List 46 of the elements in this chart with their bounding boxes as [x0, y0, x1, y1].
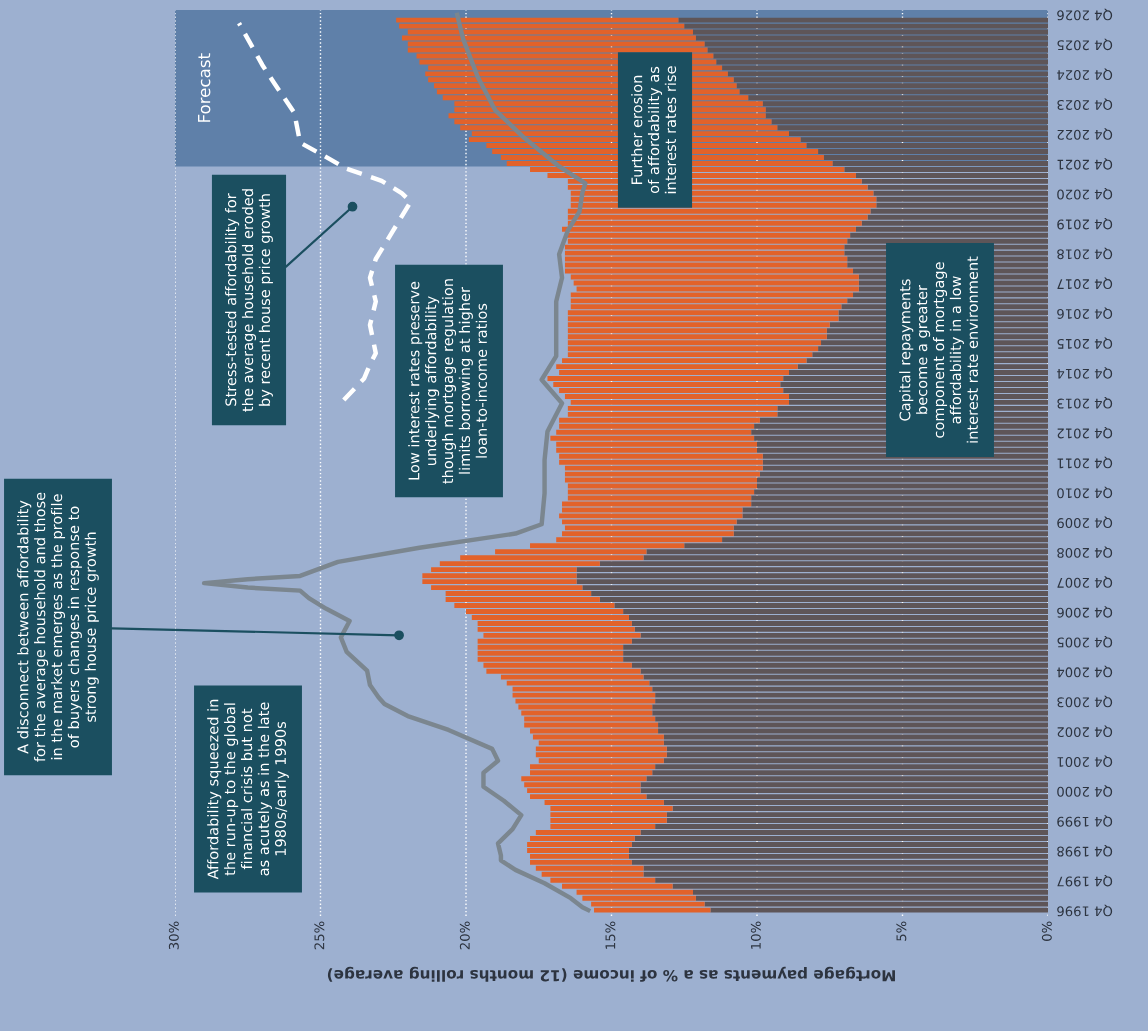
x-tick-label: 5% — [896, 921, 907, 941]
y-tick-label: Q4 2002 — [1057, 725, 1113, 738]
y-tick-label: Q4 1996 — [1057, 904, 1113, 917]
y-tick-label: Q4 1997 — [1057, 874, 1113, 887]
y-tick-label: Q4 2020 — [1057, 187, 1113, 200]
y-tick-label: Q4 2011 — [1057, 456, 1113, 469]
annotation: Affordability squeezed in the run-up to the global financial crisis but not as acutely as in the late 1980s/early 1990s — [207, 699, 289, 880]
y-tick-label: Q4 2003 — [1057, 695, 1113, 708]
band-label: Forecast — [198, 53, 211, 122]
x-tick-label: 15% — [605, 921, 616, 949]
y-tick-label: Q4 1999 — [1057, 815, 1113, 827]
y-tick-label: Q4 2014 — [1057, 367, 1113, 379]
y-tick-label: Q4 2025 — [1057, 38, 1113, 51]
x-tick-label: 0% — [1041, 921, 1052, 941]
y-tick-label: Q4 2018 — [1057, 247, 1113, 260]
annotation: A disconnect between affordability for the average household and those in the market emerges as the profile of buyers changes in response to strong house price growth — [17, 492, 99, 762]
y-tick-label: Q4 2006 — [1057, 606, 1113, 618]
x-tick-label: 10% — [750, 921, 761, 949]
x-axis-title: Mortgage payments as a % of income (12 months rolling average) — [327, 966, 895, 982]
y-tick-label: Q4 2015 — [1057, 337, 1113, 349]
annotation: Low interest rates preserve underlying affordability though mortgage regulation limits borrowing at higher loan-to-income ratios — [408, 279, 487, 484]
y-tick-label: Q4 2010 — [1057, 486, 1113, 499]
y-tick-label: Q4 2005 — [1057, 636, 1113, 648]
y-tick-label: Q4 2022 — [1057, 128, 1113, 140]
y-tick-label: Q4 2021 — [1057, 158, 1113, 170]
y-tick-label: Q4 1998 — [1057, 845, 1113, 857]
annotation: Further erosion of affordability as interest rates rise — [631, 66, 677, 194]
y-tick-label: Q4 2024 — [1057, 68, 1113, 81]
y-tick-label: Q4 2026 — [1057, 8, 1113, 21]
y-tick-label: Q4 2013 — [1057, 397, 1113, 409]
annotation: Capital repayments become a greater component of mortgage affordability in a low interest rate environment — [899, 256, 978, 443]
y-tick-label: Q4 2007 — [1057, 576, 1113, 588]
y-tick-label: Q4 2004 — [1057, 665, 1113, 678]
y-tick-label: Q4 2009 — [1057, 516, 1113, 529]
y-tick-label: Q4 2001 — [1057, 755, 1113, 767]
y-tick-label: Q4 2000 — [1057, 785, 1113, 797]
x-tick-label: 20% — [459, 921, 470, 950]
y-tick-label: Q4 2012 — [1057, 426, 1113, 439]
x-tick-label: 25% — [314, 921, 325, 950]
y-tick-label: Q4 2016 — [1057, 307, 1113, 319]
annotation: Stress-tested affordability for the average household eroded by recent house price growth — [225, 189, 273, 412]
y-tick-label: Q4 2017 — [1057, 277, 1113, 290]
y-tick-label: Q4 2019 — [1057, 217, 1113, 230]
y-tick-label: Q4 2023 — [1057, 98, 1113, 110]
x-tick-label: 30% — [168, 921, 179, 950]
y-tick-label: Q4 2008 — [1057, 546, 1113, 558]
